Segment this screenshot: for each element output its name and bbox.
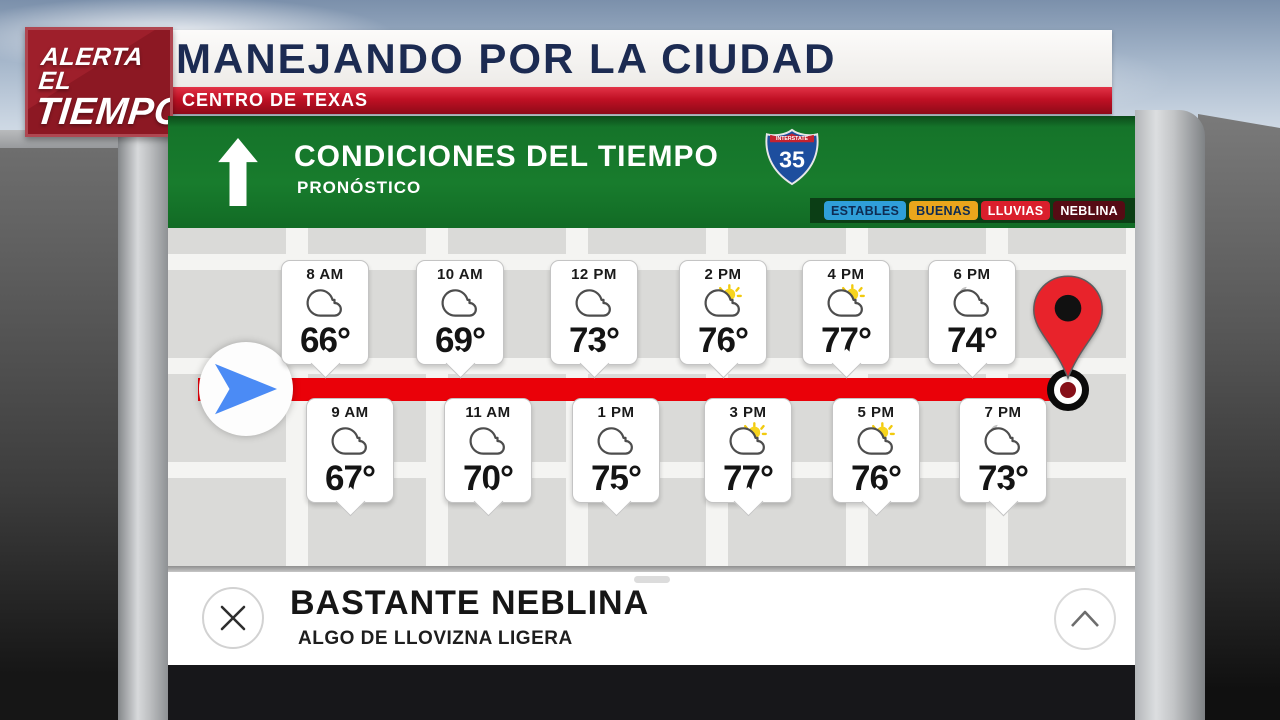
forecast-card-12pm: 12 PM 73°	[550, 260, 638, 379]
drag-handle[interactable]	[633, 576, 670, 583]
card-time: 8 AM	[306, 266, 344, 283]
close-button[interactable]	[202, 587, 264, 649]
close-icon	[220, 605, 246, 631]
card-time: 12 PM	[571, 266, 617, 283]
conditions-legend: ESTABLES BUENAS LLUVIAS NEBLINA	[810, 198, 1135, 223]
forecast-card-1pm: 1 PM 75°	[572, 398, 660, 517]
weather-icon	[803, 283, 889, 323]
forecast-card-8am: 8 AM 66°	[281, 260, 369, 379]
forecast-card-6pm: 6 PM 74°	[928, 260, 1016, 379]
weather-icon	[929, 283, 1015, 323]
card-time: 11 AM	[465, 404, 511, 421]
headline-title: MANEJANDO POR LA CIUDAD	[176, 34, 837, 82]
panel-header: CONDICIONES DEL TIEMPO PRONÓSTICO INTERS…	[168, 116, 1135, 228]
route-line	[198, 378, 1070, 401]
region-label: CENTRO DE TEXAS	[182, 90, 369, 110]
weather-icon	[445, 421, 531, 461]
weather-icon	[282, 283, 368, 323]
chevron-up-icon	[1071, 610, 1099, 627]
weather-icon	[833, 421, 919, 461]
weather-icon	[960, 421, 1046, 461]
weather-icon	[551, 283, 637, 323]
card-time: 2 PM	[704, 266, 742, 283]
weather-icon	[705, 421, 791, 461]
card-time: 7 PM	[984, 404, 1022, 421]
collapse-button[interactable]	[1054, 588, 1116, 650]
forecast-card-5pm: 5 PM 76°	[832, 398, 920, 517]
route-position-marker	[199, 342, 293, 436]
destination-pin-icon	[1033, 275, 1103, 380]
legend-chip-lluvias: LLUVIAS	[980, 201, 1051, 220]
studio-wall-right	[1198, 114, 1280, 720]
forecast-card-3pm: 3 PM 77°	[704, 398, 792, 517]
card-time: 9 AM	[331, 404, 369, 421]
city-map: 8 AM 66° 10 AM 69° 12 PM 73° 2 PM 76° 4 …	[168, 228, 1135, 566]
legend-chip-neblina: NEBLINA	[1053, 201, 1125, 220]
panel-title: CONDICIONES DEL TIEMPO	[294, 140, 719, 173]
forecast-card-2pm: 2 PM 76°	[679, 260, 767, 379]
screen-bezel-right	[1135, 110, 1205, 720]
legend-chip-buenas: BUENAS	[909, 201, 978, 220]
status-title: BASTANTE NEBLINA	[290, 584, 650, 622]
forecast-card-7pm: 7 PM 73°	[959, 398, 1047, 517]
headline-banner: MANEJANDO POR LA CIUDAD	[162, 30, 1112, 87]
panel-subtitle: PRONÓSTICO	[297, 178, 422, 197]
card-time: 6 PM	[953, 266, 991, 283]
card-time: 3 PM	[729, 404, 767, 421]
screen-bezel-left	[118, 136, 170, 720]
weather-icon	[417, 283, 503, 323]
status-subtitle: ALGO DE LLOVIZNA LIGERA	[298, 628, 573, 649]
legend-chip-estables: ESTABLES	[824, 201, 907, 220]
weather-icon	[573, 421, 659, 461]
navigation-arrow-icon	[215, 363, 277, 415]
screen-bottom-strip	[168, 664, 1135, 720]
svg-text:INTERSTATE: INTERSTATE	[776, 136, 809, 142]
card-time: 1 PM	[597, 404, 635, 421]
forecast-card-4pm: 4 PM 77°	[802, 260, 890, 379]
forecast-card-11am: 11 AM 70°	[444, 398, 532, 517]
weather-icon	[307, 421, 393, 461]
panel-divider	[168, 566, 1135, 572]
card-time: 4 PM	[827, 266, 865, 283]
svg-text:35: 35	[779, 147, 805, 173]
status-bar: BASTANTE NEBLINA ALGO DE LLOVIZNA LIGERA	[168, 572, 1135, 665]
weather-icon	[680, 283, 766, 323]
card-time: 10 AM	[436, 266, 484, 283]
up-arrow-icon	[218, 138, 258, 206]
forecast-card-10am: 10 AM 69°	[416, 260, 504, 379]
studio-wall-left	[0, 148, 120, 720]
forecast-card-9am: 9 AM 67°	[306, 398, 394, 517]
region-banner: CENTRO DE TEXAS	[170, 87, 1112, 114]
card-time: 5 PM	[857, 404, 895, 421]
alerta-el-tiempo-logo: ALERTA EL TIEMPO	[25, 27, 173, 137]
logo-line2: TIEMPO	[33, 90, 173, 133]
logo-line1: ALERTA EL	[37, 43, 144, 95]
interstate-35-shield-icon: INTERSTATE 35	[765, 128, 819, 186]
